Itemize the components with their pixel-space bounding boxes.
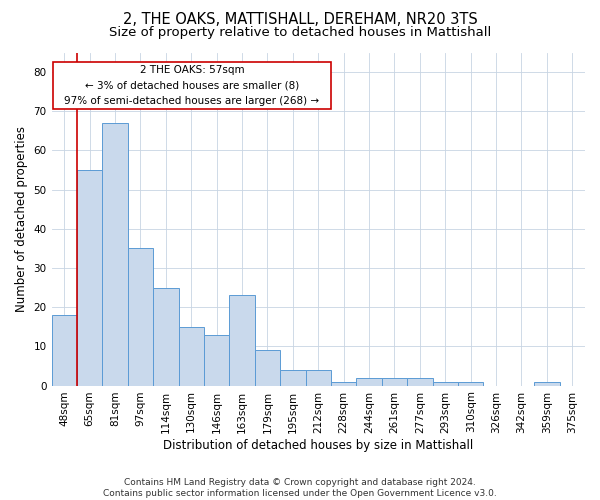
Bar [179, 327, 204, 386]
Bar [52, 315, 77, 386]
Text: Size of property relative to detached houses in Mattishall: Size of property relative to detached ho… [109, 26, 491, 39]
Bar [356, 378, 382, 386]
Bar [229, 296, 255, 386]
Text: 97% of semi-detached houses are larger (268) →: 97% of semi-detached houses are larger (… [64, 96, 319, 106]
Text: 2, THE OAKS, MATTISHALL, DEREHAM, NR20 3TS: 2, THE OAKS, MATTISHALL, DEREHAM, NR20 3… [122, 12, 478, 28]
X-axis label: Distribution of detached houses by size in Mattishall: Distribution of detached houses by size … [163, 440, 473, 452]
Bar [103, 123, 128, 386]
Bar [53, 62, 331, 110]
Bar [331, 382, 356, 386]
Text: 2 THE OAKS: 57sqm: 2 THE OAKS: 57sqm [140, 65, 244, 75]
Bar [255, 350, 280, 386]
Bar [77, 170, 103, 386]
Text: ← 3% of detached houses are smaller (8): ← 3% of detached houses are smaller (8) [85, 81, 299, 91]
Bar [305, 370, 331, 386]
Text: Contains HM Land Registry data © Crown copyright and database right 2024.
Contai: Contains HM Land Registry data © Crown c… [103, 478, 497, 498]
Bar [280, 370, 305, 386]
Bar [458, 382, 484, 386]
Bar [534, 382, 560, 386]
Bar [433, 382, 458, 386]
Bar [382, 378, 407, 386]
Bar [128, 248, 153, 386]
Bar [204, 334, 229, 386]
Y-axis label: Number of detached properties: Number of detached properties [15, 126, 28, 312]
Bar [407, 378, 433, 386]
Bar [153, 288, 179, 386]
